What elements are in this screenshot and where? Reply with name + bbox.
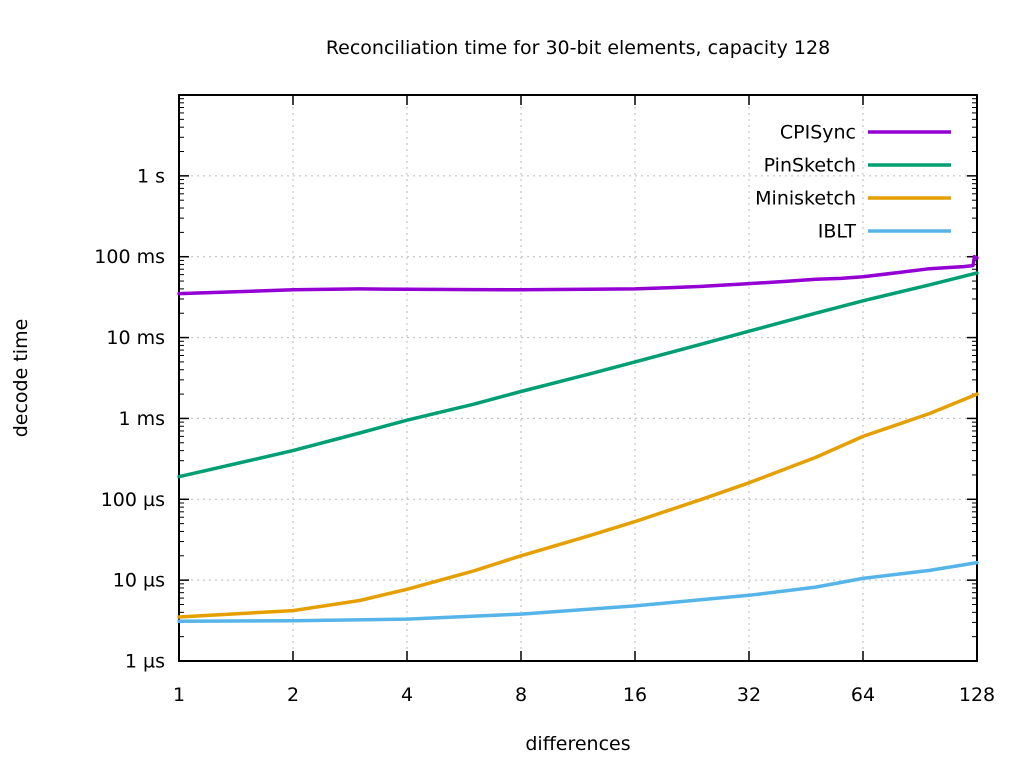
legend-item-pinsketch: PinSketch	[764, 155, 951, 177]
series-layer	[177, 254, 979, 624]
y-tick-label: 10 ms	[106, 327, 165, 349]
y-axis-label: decode time	[10, 319, 32, 438]
x-tick-label: 16	[623, 684, 647, 706]
series-line-minisketch	[177, 392, 979, 619]
y-tick-label: 1 µs	[125, 651, 165, 673]
x-tick-label: 64	[851, 684, 875, 706]
x-tick-label: 4	[401, 684, 413, 706]
legend-label: Minisketch	[755, 188, 856, 210]
plot-border	[178, 94, 978, 662]
tick-labels: 1 2 4 8 16 32 64 128 1 µs 10 µs 100 µs 1 ms 10 ms 100…	[94, 165, 995, 706]
y-tick-label: 1 s	[137, 165, 165, 187]
series-line-iblt	[177, 560, 979, 624]
x-axis-label: differences	[525, 733, 630, 755]
x-tick-label: 32	[737, 684, 761, 706]
legend-item-cpisync: CPISync	[780, 122, 951, 144]
series-line-cpisync	[177, 254, 979, 296]
y-tick-label: 10 µs	[113, 570, 165, 592]
legend-label: IBLT	[818, 221, 857, 243]
legend-label: PinSketch	[764, 155, 856, 177]
series-line-pinsketch	[177, 271, 979, 479]
legend: CPISync PinSketch Minisketch IBLT	[755, 122, 951, 243]
x-tick-label: 2	[287, 684, 299, 706]
legend-item-iblt: IBLT	[818, 221, 951, 243]
x-tick-label: 128	[959, 684, 995, 706]
legend-item-minisketch: Minisketch	[755, 188, 951, 210]
x-tick-label: 8	[515, 684, 527, 706]
y-tick-label: 1 ms	[118, 408, 165, 430]
y-tick-label: 100 µs	[101, 489, 165, 511]
chart-title: Reconciliation time for 30-bit elements,…	[326, 37, 830, 59]
y-tick-label: 100 ms	[94, 246, 165, 268]
legend-label: CPISync	[780, 122, 856, 144]
x-tick-label: 1	[173, 684, 185, 706]
